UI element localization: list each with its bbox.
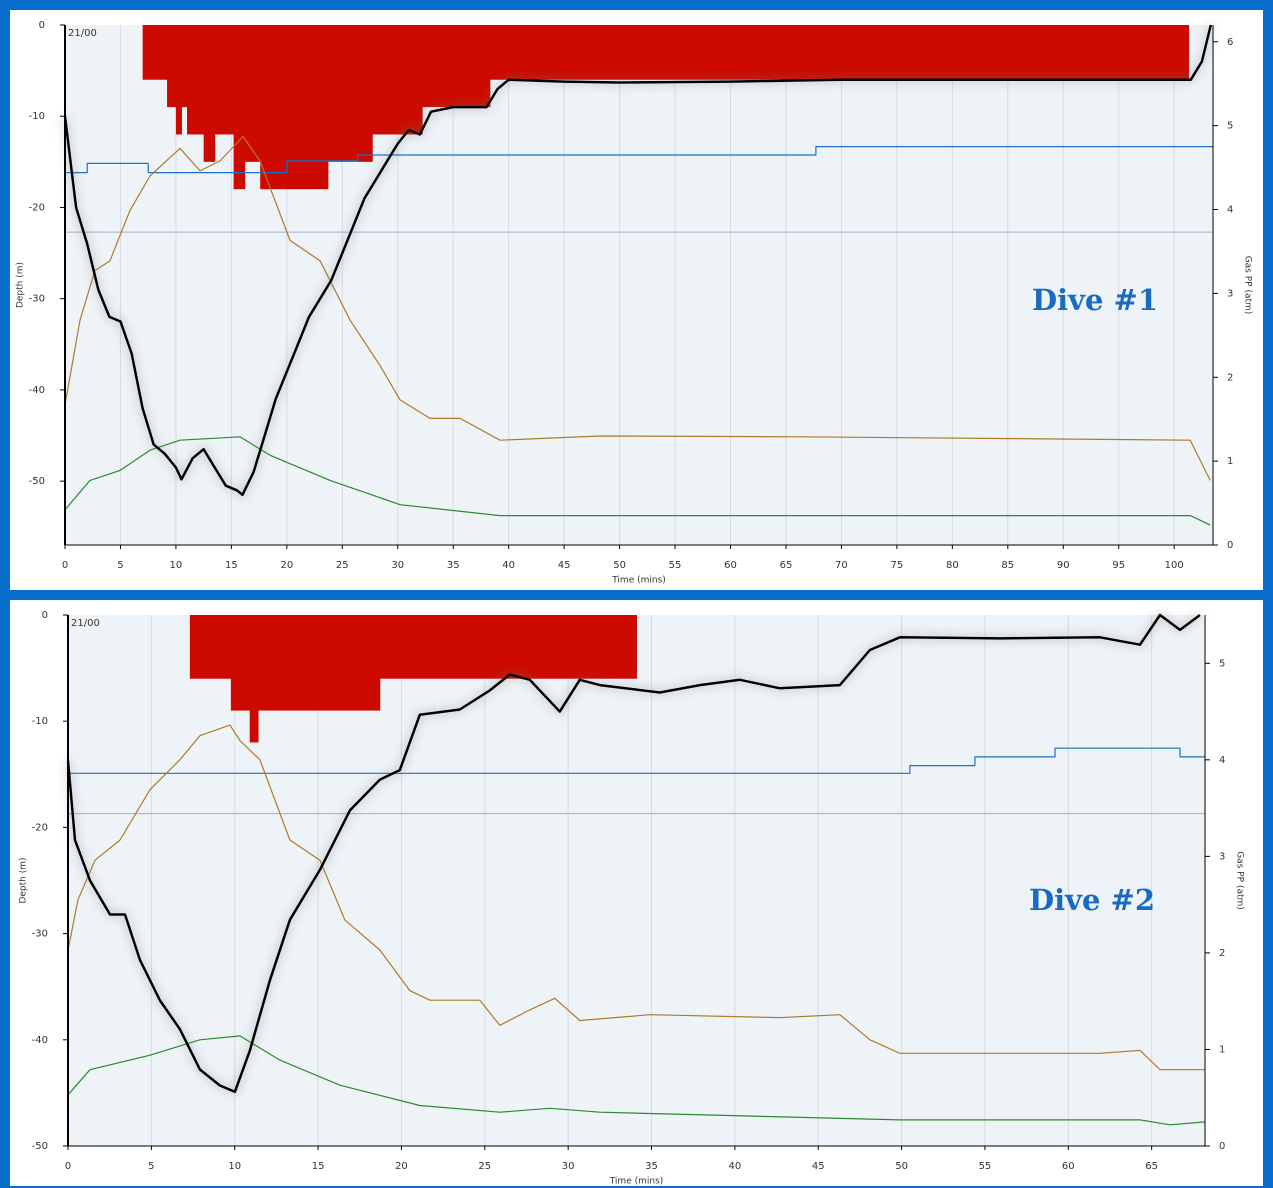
y-tick-label: 0 [39,20,45,31]
annotation: Dive #1 [1032,283,1158,317]
y2-axis-label: Gas PP (atm) [1243,256,1253,315]
annotation: Dive #2 [1029,883,1155,917]
ceiling [203,25,216,162]
y2-tick-label: 3 [1219,851,1225,862]
y-tick-label: -10 [29,111,45,122]
y-tick-label: -50 [32,1141,48,1152]
y2-tick-label: 5 [1227,121,1233,132]
x-tick-label: 30 [391,560,404,571]
x-tick-label: 30 [562,1161,575,1172]
y2-tick-label: 3 [1227,288,1233,299]
x-axis-label: Time (mins) [611,576,666,586]
ceiling [214,25,235,135]
y2-axis-label: Gas PP (atm) [1235,851,1245,910]
ceiling [489,25,1190,80]
x-tick-label: 10 [170,560,183,571]
y-tick-label: -50 [29,476,45,487]
y2-tick-label: 6 [1227,37,1233,48]
x-tick-label: 90 [1057,560,1070,571]
ceiling [175,25,182,135]
x-tick-label: 45 [558,560,571,571]
x-tick-label: 15 [312,1161,325,1172]
ceiling [327,25,373,162]
y2-tick-label: 0 [1219,1141,1225,1152]
x-tick-label: 25 [478,1161,491,1172]
y2-tick-label: 4 [1227,205,1233,216]
gas-line [64,135,1211,481]
x-tick-label: 85 [1001,560,1014,571]
y-tick-label: 0 [42,610,48,621]
x-axis-label: Time (mins) [609,1177,664,1187]
ceiling [167,25,177,108]
x-tick-label: 40 [728,1161,741,1172]
x-tick-label: 60 [1062,1161,1075,1172]
ceiling [422,25,491,108]
x-tick-label: 0 [65,1161,71,1172]
x-tick-label: 45 [812,1161,825,1172]
y2-tick-label: 2 [1219,948,1225,959]
x-tick-label: 60 [724,560,737,571]
x-tick-label: 20 [280,560,293,571]
x-tick-label: 55 [669,560,682,571]
ceiling [233,25,246,190]
corner-label: 21/00 [71,618,100,629]
ceiling [249,615,259,743]
x-tick-label: 5 [117,560,123,571]
gas-line [64,436,1211,526]
ceiling [244,25,261,162]
y2-tick-label: 4 [1219,755,1225,766]
depth-line [66,613,1201,1094]
y2-tick-label: 1 [1227,456,1233,467]
x-tick-label: 5 [148,1161,154,1172]
y-tick-label: -30 [32,929,48,940]
y-axis-label: Depth (m) [16,262,26,308]
ceiling [260,25,329,190]
x-tick-label: 70 [835,560,848,571]
y-tick-label: -20 [29,202,45,213]
gas-line [67,1035,1206,1126]
x-tick-label: 65 [780,560,793,571]
x-tick-label: 35 [645,1161,658,1172]
gas-line [65,146,1213,174]
gas-line [67,724,1205,1071]
ceiling [142,25,168,80]
ceiling [258,615,381,711]
x-tick-label: 50 [895,1161,908,1172]
x-tick-label: 50 [613,560,626,571]
y2-tick-label: 0 [1227,540,1233,551]
ceiling [230,615,251,711]
x-tick-label: 65 [1145,1161,1158,1172]
y-tick-label: -10 [32,716,48,727]
y-tick-label: -40 [29,385,45,396]
x-tick-label: 100 [1165,560,1184,571]
ceiling [189,615,232,679]
y2-tick-label: 1 [1219,1044,1225,1055]
ceiling [372,25,423,135]
x-tick-label: 20 [395,1161,408,1172]
x-tick-label: 15 [225,560,238,571]
ceiling [379,615,637,679]
x-tick-label: 10 [228,1161,241,1172]
x-tick-label: 75 [891,560,904,571]
depth-line [63,24,1213,497]
y2-tick-label: 5 [1219,658,1225,669]
x-tick-label: 80 [946,560,959,571]
y-axis-label: Depth (m) [19,857,29,903]
y2-tick-label: 2 [1227,372,1233,383]
x-tick-label: 35 [447,560,460,571]
ceiling [181,25,188,108]
corner-label: 21/00 [68,28,97,39]
x-tick-label: 55 [979,1161,992,1172]
x-tick-label: 95 [1112,560,1125,571]
ceiling [187,25,205,135]
x-tick-label: 40 [502,560,515,571]
y-tick-label: -30 [29,294,45,305]
x-tick-label: 0 [62,560,68,571]
x-tick-label: 25 [336,560,349,571]
y-tick-label: -20 [32,822,48,833]
gas-line [68,747,1205,774]
y-tick-label: -40 [32,1035,48,1046]
